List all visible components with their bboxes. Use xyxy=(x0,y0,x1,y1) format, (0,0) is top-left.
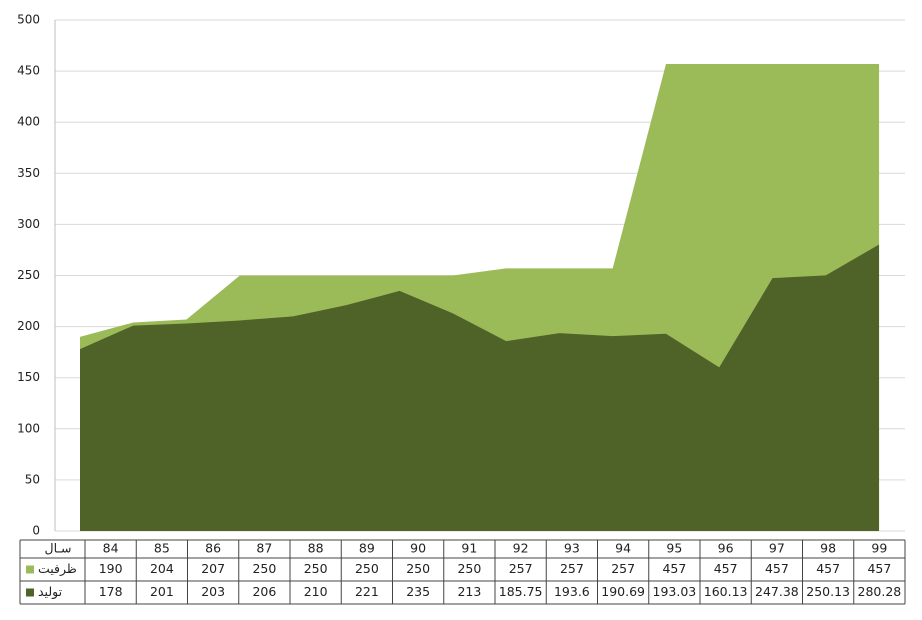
x-tick-label: 87 xyxy=(256,541,272,556)
x-tick-label: 85 xyxy=(154,541,170,556)
data-label: 257 xyxy=(560,561,584,576)
data-label: 185.75 xyxy=(499,584,543,599)
data-label: 250 xyxy=(406,561,430,576)
y-tick-label: 250 xyxy=(17,268,40,282)
data-label: 178 xyxy=(99,584,123,599)
data-label: 250 xyxy=(252,561,276,576)
x-tick-label: 90 xyxy=(410,541,426,556)
x-tick-label: 99 xyxy=(871,541,887,556)
data-label: 210 xyxy=(304,584,328,599)
x-tick-label: 91 xyxy=(461,541,477,556)
data-label: 235 xyxy=(406,584,430,599)
data-label: 193.6 xyxy=(554,584,590,599)
data-label: 457 xyxy=(714,561,738,576)
x-tick-label: 96 xyxy=(718,541,734,556)
x-tick-label: 94 xyxy=(615,541,631,556)
y-tick-label: 50 xyxy=(25,472,40,486)
data-label: 457 xyxy=(816,561,840,576)
data-label: 204 xyxy=(150,561,174,576)
data-label: 160.13 xyxy=(704,584,748,599)
legend-label: ظرفیت xyxy=(38,561,77,577)
data-label: 193.03 xyxy=(653,584,697,599)
x-axis-label: سـال xyxy=(44,541,71,556)
data-label: 250 xyxy=(457,561,481,576)
x-tick-label: 86 xyxy=(205,541,221,556)
data-label: 190 xyxy=(99,561,123,576)
data-label: 457 xyxy=(662,561,686,576)
data-label: 247.38 xyxy=(755,584,799,599)
data-label: 206 xyxy=(252,584,276,599)
x-tick-label: 98 xyxy=(820,541,836,556)
x-tick-label: 92 xyxy=(513,541,529,556)
data-label: 221 xyxy=(355,584,379,599)
data-label: 203 xyxy=(201,584,225,599)
data-label: 213 xyxy=(457,584,481,599)
data-label: 457 xyxy=(867,561,891,576)
data-label: 257 xyxy=(509,561,533,576)
y-tick-label: 350 xyxy=(17,166,40,180)
data-label: 201 xyxy=(150,584,174,599)
x-tick-label: 84 xyxy=(103,541,119,556)
data-label: 250 xyxy=(355,561,379,576)
data-label: 280.28 xyxy=(858,584,902,599)
data-label: 250 xyxy=(304,561,328,576)
x-tick-label: 95 xyxy=(666,541,682,556)
x-tick-label: 88 xyxy=(308,541,324,556)
y-tick-label: 200 xyxy=(17,319,40,333)
x-tick-label: 97 xyxy=(769,541,785,556)
legend-swatch xyxy=(26,565,34,574)
y-tick-label: 0 xyxy=(32,524,40,538)
data-label: 250.13 xyxy=(806,584,850,599)
data-label: 257 xyxy=(611,561,635,576)
y-tick-label: 300 xyxy=(17,217,40,231)
area xyxy=(80,244,880,531)
data-label: 190.69 xyxy=(601,584,645,599)
data-label: 207 xyxy=(201,561,225,576)
data-label: 457 xyxy=(765,561,789,576)
x-tick-label: 93 xyxy=(564,541,580,556)
y-tick-label: 500 xyxy=(17,13,40,27)
y-tick-label: 400 xyxy=(17,115,40,129)
legend-label: تولید xyxy=(38,584,63,600)
y-tick-label: 100 xyxy=(17,421,40,435)
y-tick-label: 450 xyxy=(17,64,40,78)
legend-swatch xyxy=(26,588,34,597)
x-tick-label: 89 xyxy=(359,541,375,556)
y-tick-label: 150 xyxy=(17,370,40,384)
